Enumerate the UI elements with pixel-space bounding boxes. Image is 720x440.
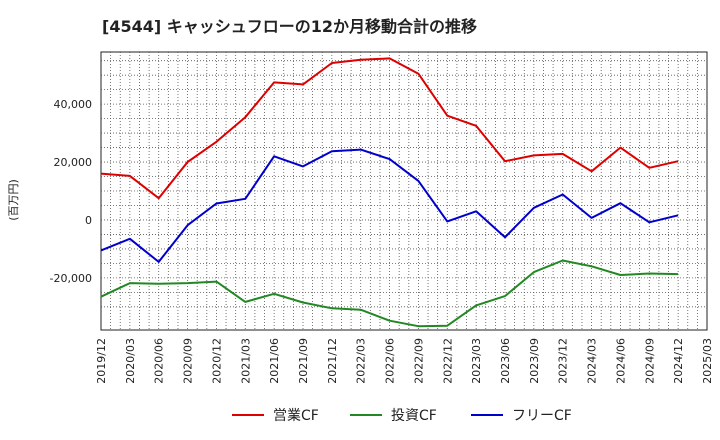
x-tick-label: 2021/09 (297, 338, 310, 384)
x-tick-label: 2024/03 (586, 338, 599, 384)
x-tick-label: 2023/12 (557, 338, 570, 384)
x-axis-ticks: 2019/12 2020/03 2020/06 2020/09 2020/12 2021/… (95, 338, 714, 384)
x-tick-label: 2022/03 (355, 338, 368, 384)
series-line-営業CF (100, 57, 679, 200)
legend-label-フリーCF: フリーCF (512, 408, 572, 424)
x-tick-label: 2023/06 (499, 338, 512, 384)
legend-label-投資CF: 投資CF (391, 408, 437, 424)
x-tick-label: 2023/09 (528, 338, 541, 384)
x-tick-label: 2020/09 (182, 338, 195, 384)
x-tick-label: 2024/09 (643, 338, 656, 384)
x-tick-label: 2022/09 (412, 338, 425, 384)
x-tick-label: 2020/06 (153, 338, 166, 384)
x-tick-label: 2020/03 (124, 338, 137, 384)
x-tick-label: 2023/03 (470, 338, 483, 384)
x-tick-label: 2021/03 (239, 338, 252, 384)
y-axis-ticks: -20,000 0 20,000 40,000 (50, 98, 92, 285)
series-line-フリーCF (100, 148, 679, 263)
x-tick-label: 2021/06 (268, 338, 281, 384)
y-tick-label: 20,000 (54, 156, 93, 169)
legend: 営業CF 投資CF フリーCF (232, 408, 572, 424)
legend-label-営業CF: 営業CF (273, 408, 319, 424)
x-tick-label: 2024/06 (614, 338, 627, 384)
x-tick-label: 2024/12 (672, 338, 685, 384)
y-axis-label: (百万円) (7, 179, 20, 221)
x-tick-label: 2022/06 (384, 338, 397, 384)
x-tick-label: 2021/12 (326, 338, 339, 384)
x-tick-label: 2019/12 (95, 338, 108, 384)
chart-title: [4544] キャッシュフローの12か月移動合計の推移 (102, 17, 477, 36)
x-tick-label: 2020/12 (210, 338, 223, 384)
y-tick-label: 0 (85, 214, 92, 227)
series-line-投資CF (100, 259, 679, 328)
series-layer (100, 57, 679, 328)
y-tick-label: -20,000 (50, 272, 92, 285)
x-tick-label: 2025/03 (701, 338, 714, 384)
x-tick-label: 2022/12 (441, 338, 454, 384)
y-tick-label: 40,000 (54, 98, 93, 111)
